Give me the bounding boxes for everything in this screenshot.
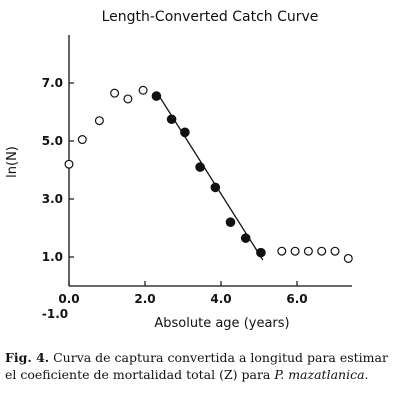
caption-text: Curva de captura convertida a longitud p…: [5, 350, 388, 382]
y-tick-label: 1.0: [42, 250, 63, 264]
caption-end: .: [364, 367, 369, 382]
open-data-point: [317, 246, 327, 256]
open-data-point: [94, 116, 104, 126]
x-tick-label: 4.0: [210, 292, 231, 306]
caption-species: P. mazatlanica: [274, 367, 365, 382]
open-data-point: [343, 253, 353, 263]
open-data-point: [123, 94, 133, 104]
filled-data-point: [240, 233, 251, 243]
open-data-point: [77, 135, 87, 145]
filled-data-point: [256, 247, 266, 258]
open-data-point: [290, 246, 300, 256]
x-tick-label: 0.0: [58, 292, 79, 306]
filled-data-point: [210, 182, 221, 193]
chart-title: Length-Converted Catch Curve: [102, 9, 319, 25]
caption-lead: Fig. 4.: [5, 350, 50, 365]
filled-data-point: [180, 127, 190, 138]
x-tick-label: 2.0: [134, 292, 155, 306]
open-data-point: [330, 246, 340, 256]
y-tick-label: 5.0: [42, 134, 63, 148]
open-data-point: [110, 88, 120, 98]
open-data-point: [303, 246, 313, 256]
filled-data-point: [166, 114, 177, 125]
x-axis-label: Absolute age (years): [154, 316, 289, 331]
y-axis-label: ln(N): [5, 146, 20, 178]
open-data-point: [64, 159, 74, 169]
open-data-point: [277, 246, 287, 256]
x-tick-label: 6.0: [286, 292, 307, 306]
y-tick-label: 7.0: [42, 76, 63, 90]
filled-data-point: [195, 162, 205, 172]
figure-caption: Fig. 4. Curva de captura convertida a lo…: [5, 349, 397, 383]
data-points: [64, 85, 353, 263]
axes: 1.0 3.0 5.0 7.0 0.0 2.0 4.0 6.0: [42, 35, 352, 306]
x-extra-tick-label: -1.0: [42, 307, 68, 321]
filled-data-point: [151, 91, 162, 101]
y-tick-label: 3.0: [42, 192, 63, 206]
filled-data-point: [225, 217, 236, 227]
open-data-point: [138, 85, 148, 95]
